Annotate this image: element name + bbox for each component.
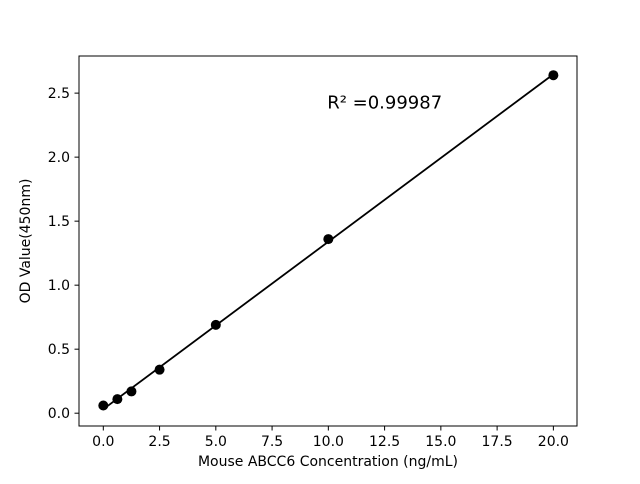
data-point bbox=[210, 319, 221, 330]
y-tick-label: 2.5 bbox=[48, 86, 70, 102]
x-tick-label: 10.0 bbox=[313, 434, 344, 450]
x-tick-label: 7.5 bbox=[261, 434, 283, 450]
x-tick-label: 20.0 bbox=[538, 434, 569, 450]
x-tick-label: 12.5 bbox=[369, 434, 400, 450]
y-tick-label: 0.5 bbox=[48, 342, 70, 358]
data-point bbox=[548, 70, 559, 81]
x-tick-label: 17.5 bbox=[482, 434, 513, 450]
data-point bbox=[98, 400, 109, 411]
x-axis-label: Mouse ABCC6 Concentration (ng/mL) bbox=[198, 454, 458, 470]
y-axis-ticks: 0.0 0.5 1.0 1.5 2.0 2.5 bbox=[48, 86, 79, 422]
y-tick-label: 2.0 bbox=[48, 150, 70, 166]
x-axis-ticks: 0.0 2.5 5.0 7.5 10.0 12.5 15.0 17.5 20.0 bbox=[92, 426, 569, 450]
x-tick-label: 2.5 bbox=[148, 434, 170, 450]
y-tick-label: 0.0 bbox=[48, 406, 70, 422]
data-series bbox=[98, 70, 559, 411]
data-point bbox=[126, 386, 137, 397]
x-tick-label: 15.0 bbox=[425, 434, 456, 450]
data-point bbox=[154, 364, 165, 375]
r-squared-annotation: R² =0.99987 bbox=[327, 92, 442, 113]
data-point bbox=[323, 234, 334, 245]
x-tick-label: 0.0 bbox=[92, 434, 114, 450]
y-tick-label: 1.0 bbox=[48, 278, 70, 294]
data-point bbox=[112, 394, 123, 405]
x-tick-label: 5.0 bbox=[205, 434, 227, 450]
y-tick-label: 1.5 bbox=[48, 214, 70, 230]
y-axis-label: OD Value(450nm) bbox=[18, 179, 34, 304]
